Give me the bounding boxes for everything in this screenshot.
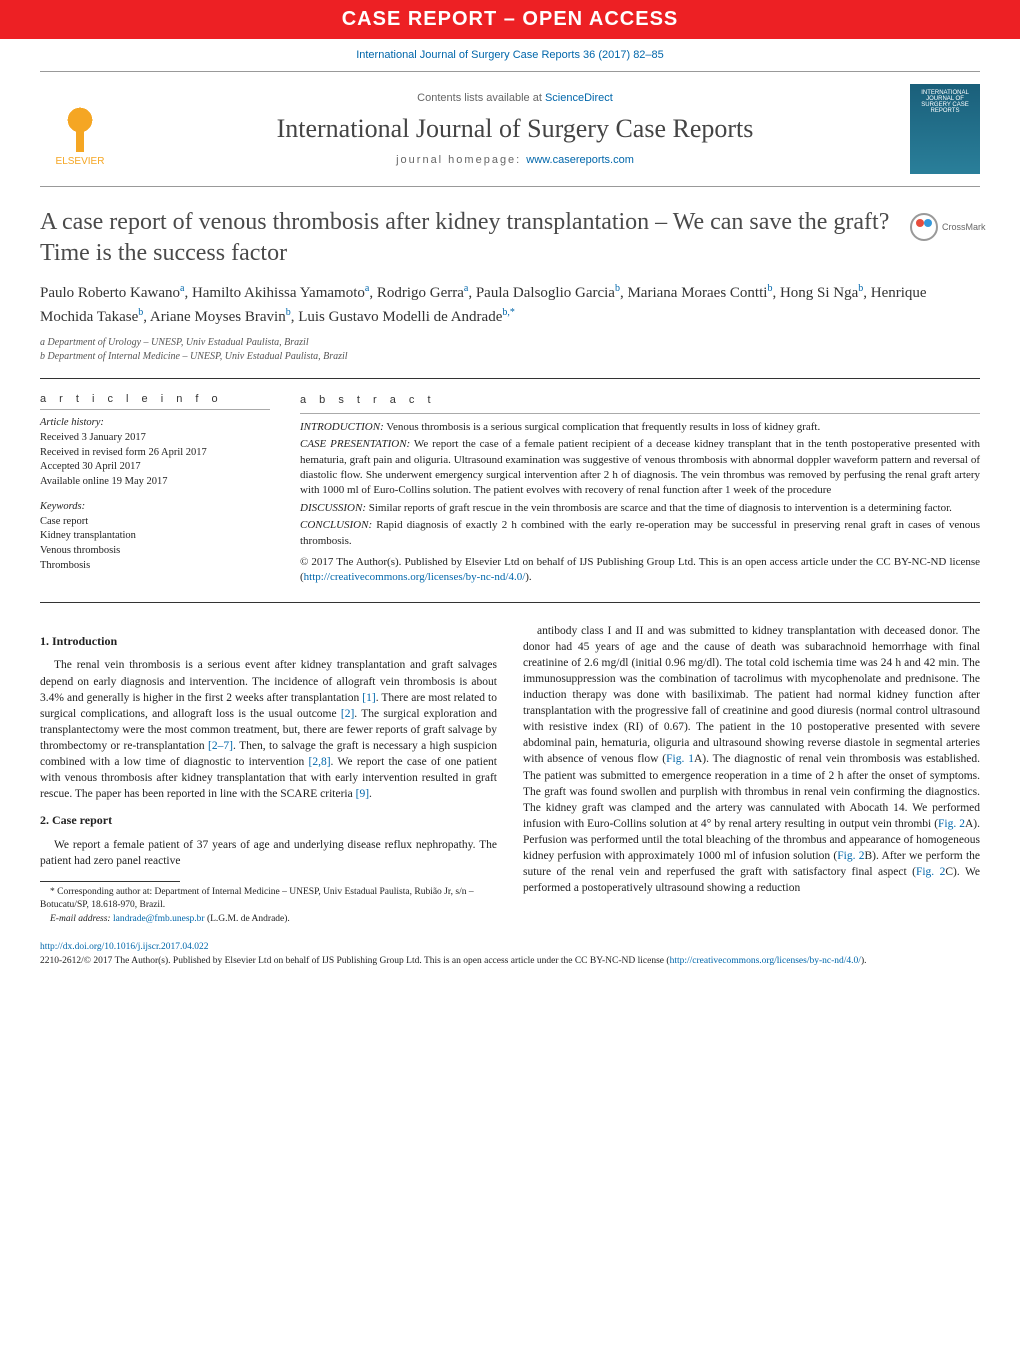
history-label: Article history: <box>40 416 270 431</box>
abs-conc-label: CONCLUSION: <box>300 519 372 531</box>
info-abstract-row: a r t i c l e i n f o Article history: R… <box>40 393 980 587</box>
homepage-line: journal homepage: www.casereports.com <box>140 154 890 166</box>
section-1-para: The renal vein thrombosis is a serious e… <box>40 657 497 802</box>
s1-text-f: . <box>369 788 372 800</box>
section-2-para-2: antibody class I and II and was submitte… <box>523 623 980 897</box>
ref-2[interactable]: [2] <box>341 708 354 720</box>
elsevier-logo: ELSEVIER <box>40 84 120 174</box>
divider-top <box>40 378 980 379</box>
elsevier-tree-icon <box>50 92 110 152</box>
article-title: A case report of venous thrombosis after… <box>40 207 890 269</box>
history-revised: Received in revised form 26 April 2017 <box>40 446 270 461</box>
ref-1[interactable]: [1] <box>362 692 375 704</box>
contents-line: Contents lists available at ScienceDirec… <box>140 92 890 104</box>
journal-cover-thumb: INTERNATIONAL JOURNAL OF SURGERY CASE RE… <box>910 84 980 174</box>
authors: Paulo Roberto Kawanoa, Hamilto Akihissa … <box>40 281 980 328</box>
sciencedirect-link[interactable]: ScienceDirect <box>545 92 613 104</box>
abs-intro-label: INTRODUCTION: <box>300 421 384 433</box>
abs-disc-label: DISCUSSION: <box>300 502 366 514</box>
footnote-separator <box>40 881 180 882</box>
journal-name: International Journal of Surgery Case Re… <box>140 114 890 144</box>
header-center: Contents lists available at ScienceDirec… <box>140 92 890 166</box>
fig-2a-link[interactable]: Fig. 2 <box>938 818 965 830</box>
issn-text-b: ). <box>861 956 867 966</box>
ref-2-7[interactable]: [2–7] <box>208 740 233 752</box>
fig-2c-link[interactable]: Fig. 2 <box>916 866 945 878</box>
homepage-prefix: journal homepage: <box>396 154 526 166</box>
keyword-2: Kidney transplantation <box>40 529 270 544</box>
abs-disc: Similar reports of graft rescue in the v… <box>366 502 952 514</box>
abs-intro: Venous thrombosis is a serious surgical … <box>384 421 820 433</box>
email-line: E-mail address: landrade@fmb.unesp.br (L… <box>40 913 497 925</box>
copyright-close: ). <box>525 571 531 583</box>
cover-text: INTERNATIONAL JOURNAL OF SURGERY CASE RE… <box>914 90 976 114</box>
keywords-block: Keywords: Case report Kidney transplanta… <box>40 500 270 573</box>
abs-case-label: CASE PRESENTATION: <box>300 438 410 450</box>
body-columns: 1. Introduction The renal vein thrombosi… <box>40 623 980 928</box>
elsevier-label: ELSEVIER <box>56 156 105 167</box>
s2-text-a: antibody class I and II and was submitte… <box>523 625 980 766</box>
fig-1-link[interactable]: Fig. 1 <box>666 753 694 765</box>
email-label: E-mail address: <box>50 914 113 924</box>
divider-mid <box>40 602 980 603</box>
issn-text-a: 2210-2612/© 2017 The Author(s). Publishe… <box>40 956 670 966</box>
section-2-para-1: We report a female patient of 37 years o… <box>40 837 497 869</box>
footer-cc-link[interactable]: http://creativecommons.org/licenses/by-n… <box>670 956 861 966</box>
keyword-4: Thrombosis <box>40 559 270 574</box>
section-2-title: 2. Case report <box>40 812 497 829</box>
article-history: Article history: Received 3 January 2017… <box>40 416 270 489</box>
doi-link[interactable]: http://dx.doi.org/10.1016/j.ijscr.2017.0… <box>40 942 208 952</box>
citation-line: International Journal of Surgery Case Re… <box>0 39 1020 71</box>
ref-2-8[interactable]: [2,8] <box>309 756 331 768</box>
abs-conc: Rapid diagnosis of exactly 2 h combined … <box>300 519 980 546</box>
affiliation-a: a Department of Urology – UNESP, Univ Es… <box>40 336 980 350</box>
crossmark-badge[interactable]: CrossMark <box>910 207 980 247</box>
affiliations: a Department of Urology – UNESP, Univ Es… <box>40 336 980 364</box>
article-info-head: a r t i c l e i n f o <box>40 393 270 410</box>
keyword-3: Venous thrombosis <box>40 544 270 559</box>
history-received: Received 3 January 2017 <box>40 431 270 446</box>
ref-9[interactable]: [9] <box>356 788 369 800</box>
keywords-label: Keywords: <box>40 500 270 515</box>
corresponding-author: * Corresponding author at: Department of… <box>40 886 497 911</box>
abstract: a b s t r a c t INTRODUCTION: Venous thr… <box>300 393 980 587</box>
crossmark-icon <box>910 213 938 241</box>
keyword-1: Case report <box>40 515 270 530</box>
abs-copyright: © 2017 The Author(s). Published by Elsev… <box>300 555 980 586</box>
email-suffix: (L.G.M. de Andrade). <box>205 914 290 924</box>
contents-prefix: Contents lists available at <box>417 92 545 104</box>
history-online: Available online 19 May 2017 <box>40 475 270 490</box>
footnotes: * Corresponding author at: Department of… <box>40 886 497 925</box>
abstract-head: a b s t r a c t <box>300 393 980 413</box>
article-info: a r t i c l e i n f o Article history: R… <box>40 393 270 587</box>
page-footer: http://dx.doi.org/10.1016/j.ijscr.2017.0… <box>40 941 980 968</box>
article-head: A case report of venous thrombosis after… <box>40 207 980 269</box>
cc-license-link[interactable]: http://creativecommons.org/licenses/by-n… <box>304 571 526 583</box>
homepage-link[interactable]: www.casereports.com <box>526 154 634 166</box>
open-access-banner: CASE REPORT – OPEN ACCESS <box>0 0 1020 39</box>
section-1-title: 1. Introduction <box>40 633 497 650</box>
email-link[interactable]: landrade@fmb.unesp.br <box>113 914 205 924</box>
crossmark-label: CrossMark <box>942 222 986 232</box>
affiliation-b: b Department of Internal Medicine – UNES… <box>40 350 980 364</box>
journal-header: ELSEVIER Contents lists available at Sci… <box>40 71 980 187</box>
fig-2b-link[interactable]: Fig. 2 <box>837 850 864 862</box>
history-accepted: Accepted 30 April 2017 <box>40 460 270 475</box>
